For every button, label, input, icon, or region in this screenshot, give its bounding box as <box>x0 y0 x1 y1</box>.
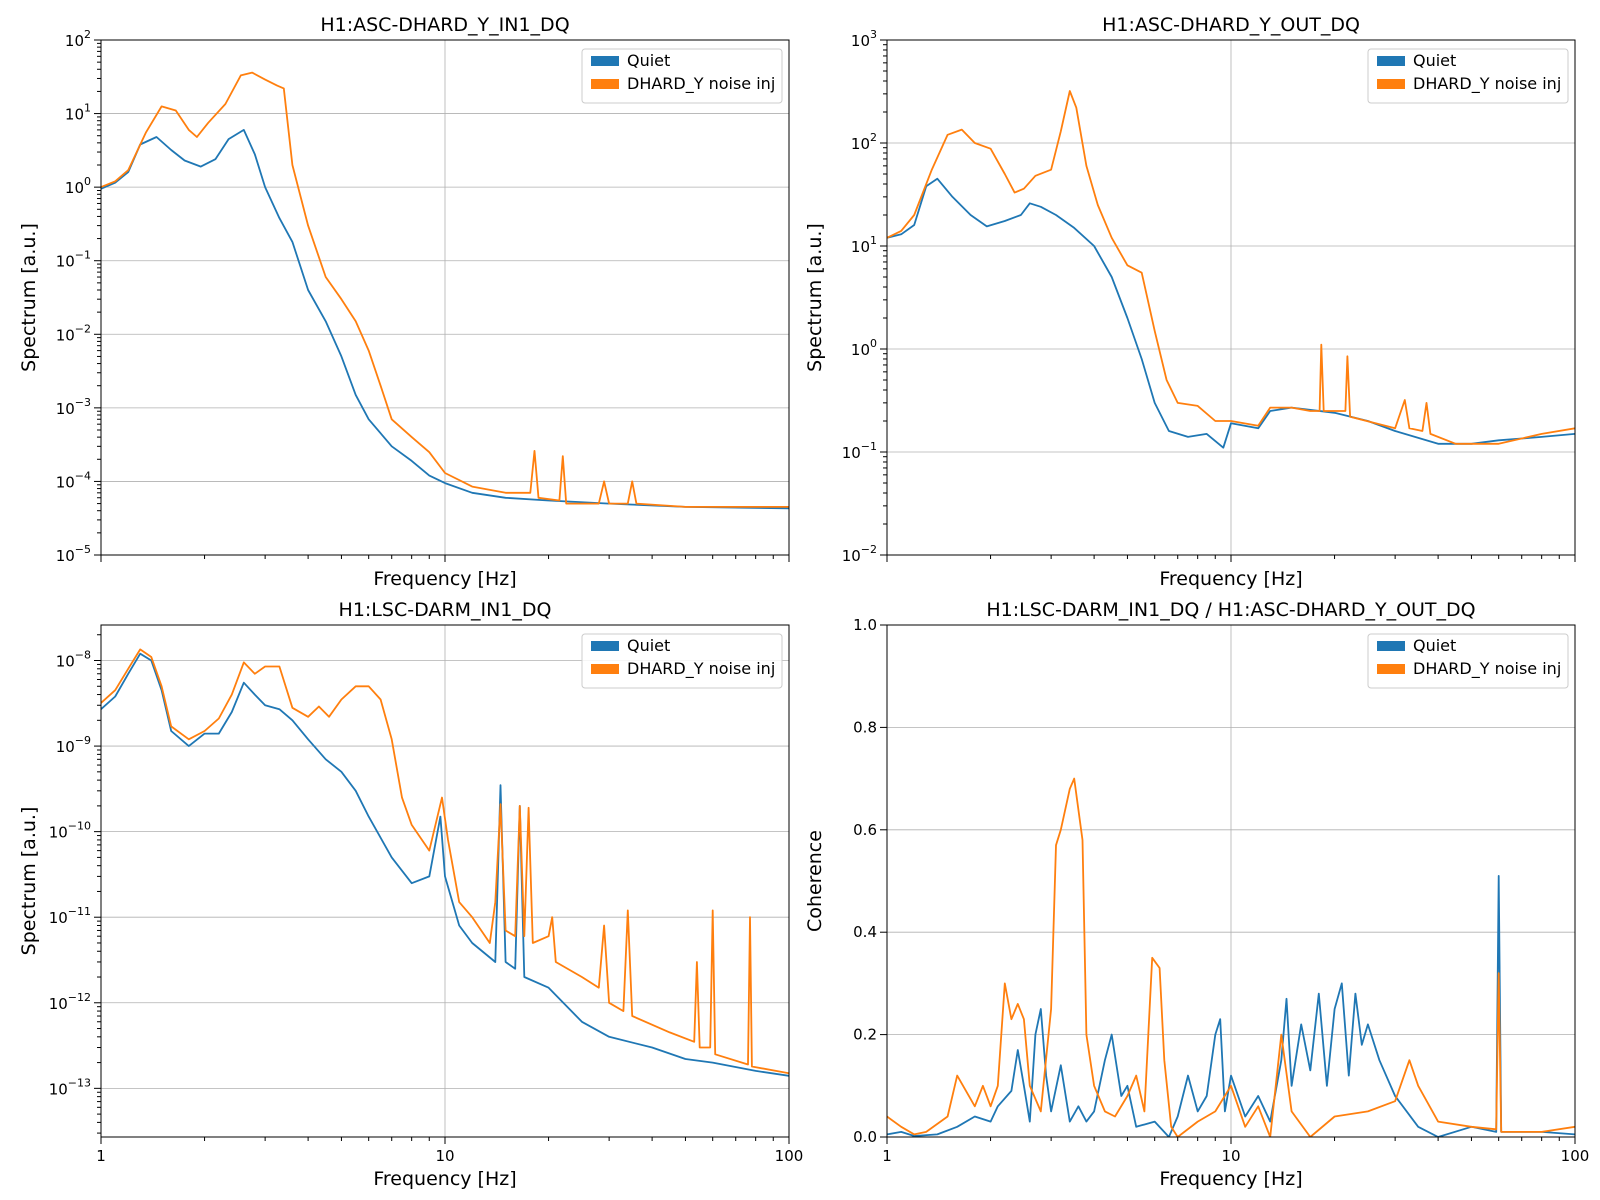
y-tick-label: 10−9 <box>56 734 91 756</box>
series-line-quiet <box>101 652 789 1077</box>
chart-title: H1:ASC-DHARD_Y_OUT_DQ <box>1102 14 1360 36</box>
y-tick-label: 102 <box>851 131 877 153</box>
series-line-noise-inj <box>101 648 789 1075</box>
chart-panel-4: 1 10 100 0.0 0.2 0.4 0.6 0.8 1.0 H1:LSC-DARM_IN1_… <box>804 599 1589 1190</box>
x-tick-label: 1 <box>96 1147 106 1165</box>
y-tick-label: 100 <box>65 175 91 197</box>
grid <box>887 625 1575 1137</box>
x-tick-label: 10 <box>1221 1147 1240 1165</box>
legend-frame <box>1367 633 1569 689</box>
legend-label: Quiet <box>1413 636 1456 655</box>
series-group <box>887 90 1575 449</box>
series-line-noise-inj <box>887 90 1575 445</box>
grid <box>101 625 789 1137</box>
legend-frame <box>1367 48 1569 104</box>
x-axis-label: Frequency [Hz] <box>1159 568 1302 590</box>
series-group <box>101 71 789 510</box>
legend-swatch <box>591 641 619 651</box>
legend-swatch <box>591 664 619 674</box>
legend: Quiet DHARD_Y noise inj <box>1367 633 1569 689</box>
legend-swatch <box>1377 664 1405 674</box>
series-group <box>887 777 1575 1137</box>
y-tick-label: 1.0 <box>853 616 877 634</box>
y-tick-label: 101 <box>851 234 877 256</box>
series-line-noise-inj <box>101 71 789 508</box>
y-tick-label: 10−5 <box>56 543 91 565</box>
legend-label: Quiet <box>627 51 670 70</box>
y-tick-label: 10−1 <box>56 249 91 271</box>
y-tick-label: 10−1 <box>842 440 877 462</box>
y-tick-label: 102 <box>65 28 91 50</box>
y-tick-label: 100 <box>851 337 877 359</box>
y-axis-label: Coherence <box>804 830 826 932</box>
y-axis-label: Spectrum [a.u.] <box>804 223 826 372</box>
y-tick-label: 0.0 <box>853 1128 877 1146</box>
legend-swatch <box>1377 79 1405 89</box>
x-axis-label: Frequency [Hz] <box>1159 1168 1302 1190</box>
chart-panel-1: 10−5 10−4 10−3 10−2 10−1 100 101 102 H1:ASC-DHAR… <box>18 14 790 590</box>
y-tick-label: 0.4 <box>853 923 877 941</box>
x-tick-label: 100 <box>775 1147 804 1165</box>
y-tick-label: 10−13 <box>49 1076 91 1098</box>
legend: Quiet DHARD_Y noise inj <box>581 633 783 689</box>
legend-swatch <box>1377 641 1405 651</box>
x-tick-label: 10 <box>435 1147 454 1165</box>
legend-label: DHARD_Y noise inj <box>1413 74 1561 94</box>
chart-panel-2: 10−2 10−1 100 101 102 103 H1:ASC-DHARD_Y_OUT_D… <box>804 14 1576 590</box>
legend-frame <box>581 48 783 104</box>
series-line-noise-inj <box>887 777 1575 1137</box>
series-line-quiet <box>101 129 789 510</box>
chart-title: H1:LSC-DARM_IN1_DQ <box>339 599 552 621</box>
series-group <box>101 648 789 1077</box>
x-axis-label: Frequency [Hz] <box>373 568 516 590</box>
x-tick-label: 1 <box>882 1147 892 1165</box>
legend: Quiet DHARD_Y noise inj <box>581 48 783 104</box>
y-tick-label: 0.2 <box>853 1026 877 1044</box>
legend-label: DHARD_Y noise inj <box>627 74 775 94</box>
legend-swatch <box>591 79 619 89</box>
x-tick-label: 100 <box>1561 1147 1590 1165</box>
legend-label: Quiet <box>1413 51 1456 70</box>
x-axis-label: Frequency [Hz] <box>373 1168 516 1190</box>
grid <box>887 40 1575 555</box>
y-tick-label: 10−12 <box>49 991 91 1013</box>
series-line-quiet <box>887 875 1575 1137</box>
legend-frame <box>581 633 783 689</box>
y-tick-label: 0.6 <box>853 821 877 839</box>
y-tick-label: 10−2 <box>842 543 877 565</box>
y-tick-label: 10−4 <box>56 469 91 491</box>
y-tick-label: 10−10 <box>49 820 91 842</box>
grid <box>101 40 789 555</box>
y-tick-label: 10−8 <box>56 649 91 671</box>
legend-label: DHARD_Y noise inj <box>627 659 775 679</box>
y-tick-label: 103 <box>851 28 877 50</box>
legend-label: Quiet <box>627 636 670 655</box>
chart-title: H1:LSC-DARM_IN1_DQ / H1:ASC-DHARD_Y_OUT_… <box>986 599 1475 621</box>
y-tick-label: 0.8 <box>853 718 877 736</box>
legend-swatch <box>591 56 619 66</box>
y-tick-label: 101 <box>65 102 91 124</box>
y-axis-label: Spectrum [a.u.] <box>18 807 40 956</box>
legend-label: DHARD_Y noise inj <box>1413 659 1561 679</box>
legend-swatch <box>1377 56 1405 66</box>
chart-panel-3: 1 10 100 10−13 10−12 10−11 10−10 10−9 10−8 H1:LSC… <box>18 599 803 1190</box>
y-tick-label: 10−2 <box>56 322 91 344</box>
chart-title: H1:ASC-DHARD_Y_IN1_DQ <box>320 14 569 36</box>
y-axis-label: Spectrum [a.u.] <box>18 223 40 372</box>
y-tick-label: 10−11 <box>49 905 91 927</box>
y-tick-label: 10−3 <box>56 396 91 418</box>
legend: Quiet DHARD_Y noise inj <box>1367 48 1569 104</box>
